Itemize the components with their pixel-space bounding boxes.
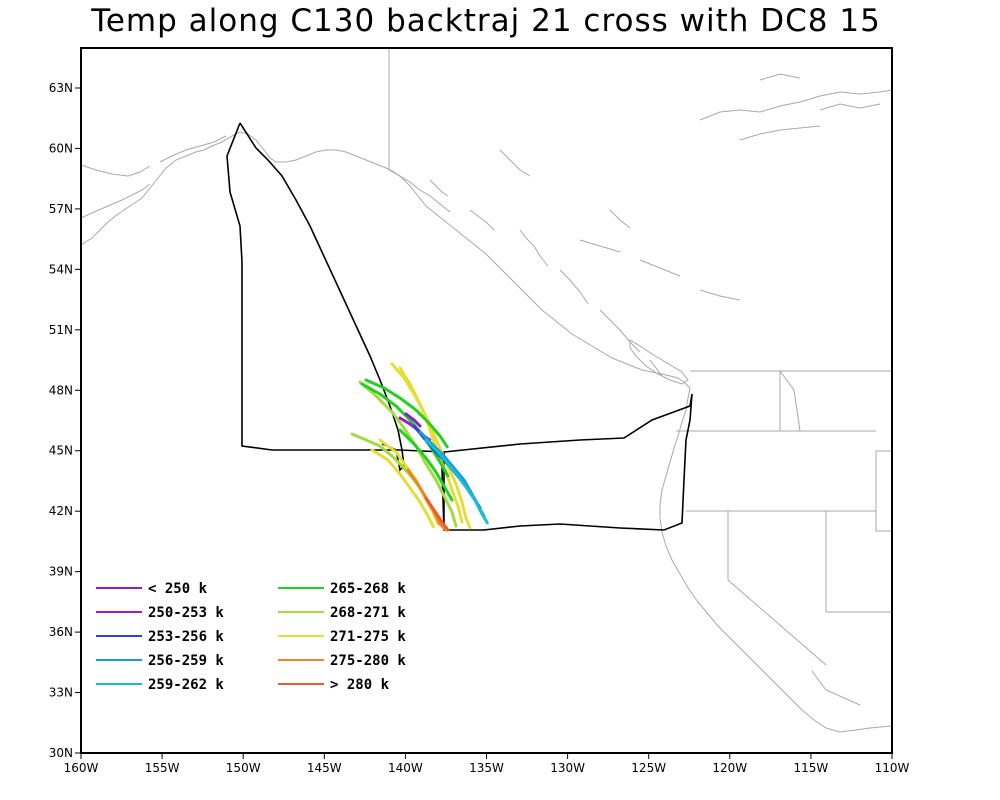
map-frame <box>80 47 893 754</box>
legend-item: 256-259 k <box>96 653 224 669</box>
lon-tick-label: 160W <box>64 761 99 775</box>
trajectory-line <box>370 448 436 530</box>
coastline-us-west <box>659 387 892 733</box>
lat-tick-label: 36N <box>49 625 73 639</box>
trajectory-line <box>404 412 422 428</box>
lon-tick-label: 140W <box>388 761 423 775</box>
coastline-inland-waters <box>429 149 741 377</box>
legend-label: < 250 k <box>148 581 208 597</box>
map-content <box>81 48 892 733</box>
lon-tick-label: 120W <box>712 761 747 775</box>
coastline-vancouver-island <box>629 339 689 385</box>
legend-item: 275-280 k <box>278 653 406 669</box>
lat-tick-label: 30N <box>49 746 73 760</box>
legend-item: 259-262 k <box>96 677 224 693</box>
border-state-lines <box>676 370 892 706</box>
trajectory-line <box>358 380 458 528</box>
trajectory-line <box>364 378 450 450</box>
legend-item: 253-256 k <box>96 629 224 645</box>
lat-tick-label: 57N <box>49 202 73 216</box>
lat-tick-label: 42N <box>49 504 73 518</box>
coastline-arctic <box>81 135 227 177</box>
lon-tick-label: 135W <box>469 761 504 775</box>
coastline-bering <box>81 183 151 219</box>
lat-tick-label: 39N <box>49 565 73 579</box>
legend-item: 268-271 k <box>278 605 406 621</box>
trajectory-line <box>398 428 454 502</box>
legend-label: > 280 k <box>330 677 390 693</box>
legend-label: 265-268 k <box>330 581 406 597</box>
legend-label: 271-275 k <box>330 629 406 645</box>
legend-item: < 250 k <box>96 581 208 597</box>
lon-tick-label: 145W <box>307 761 342 775</box>
legend-label: 253-256 k <box>148 629 224 645</box>
longitude-axis: 160W 155W 150W 145W 140W 135W 130W 125W 120W 115W… <box>64 753 910 775</box>
legend-label: 259-262 k <box>148 677 224 693</box>
lat-tick-label: 45N <box>49 444 73 458</box>
coastline-north-islands <box>699 73 892 141</box>
legend-item: 250-253 k <box>96 605 224 621</box>
latitude-axis: 30N 33N 36N 39N 42N 45N 48N 51N 54N 57N 60N 63N <box>49 81 81 760</box>
lat-tick-label: 54N <box>49 262 73 276</box>
lon-tick-label: 125W <box>631 761 666 775</box>
lat-tick-label: 63N <box>49 81 73 95</box>
trajectory-line <box>350 432 442 524</box>
trajectory-line <box>424 496 450 532</box>
border-alaska-canada <box>388 48 451 213</box>
legend-label: 250-253 k <box>148 605 224 621</box>
legend-label: 268-271 k <box>330 605 406 621</box>
trajectory-line <box>390 362 472 530</box>
legend-item: 271-275 k <box>278 629 406 645</box>
lon-tick-label: 130W <box>550 761 585 775</box>
legend-item: 265-268 k <box>278 581 406 597</box>
map-title: Temp along C130 backtraj 21 cross with D… <box>90 3 881 39</box>
temperature-legend: < 250 k 250-253 k 253-256 k 256-259 k 259-26… <box>96 581 406 693</box>
lon-tick-label: 150W <box>226 761 261 775</box>
legend-label: 256-259 k <box>148 653 224 669</box>
lat-tick-label: 51N <box>49 323 73 337</box>
flight-track <box>226 122 693 531</box>
trajectory-line <box>424 438 490 526</box>
legend-label: 275-280 k <box>330 653 406 669</box>
lat-tick-label: 33N <box>49 686 73 700</box>
lon-tick-label: 115W <box>794 761 829 775</box>
coastline-alaska-south <box>81 131 691 389</box>
lat-tick-label: 48N <box>49 383 73 397</box>
trajectory-bundle <box>350 362 490 532</box>
lat-tick-label: 60N <box>49 141 73 155</box>
lon-tick-label: 110W <box>875 761 910 775</box>
lon-tick-label: 155W <box>145 761 180 775</box>
legend-item: > 280 k <box>278 677 390 693</box>
